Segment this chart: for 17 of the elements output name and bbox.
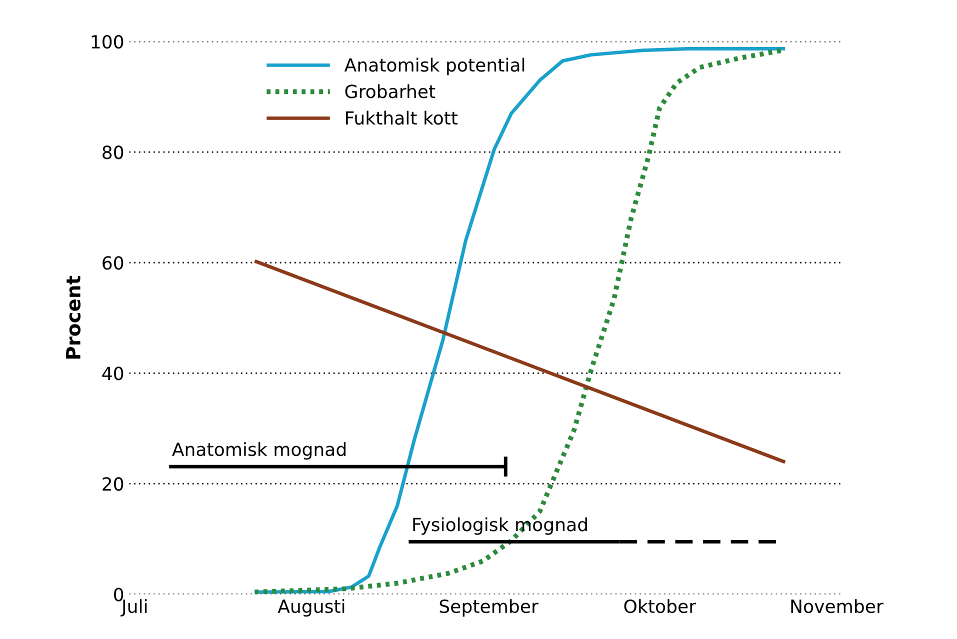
x-tick-label: November	[791, 599, 884, 614]
y-tick-label: 100	[92, 34, 124, 49]
x-tick-label: Augusti	[278, 599, 344, 617]
annotation: Anatomisk mognad	[172, 442, 346, 460]
x-tick-label: September	[440, 599, 538, 617]
legend-label: Grobarhet	[345, 84, 436, 98]
y-tick-label: 60	[102, 256, 124, 270]
annotation: Fysiologisk mognad	[413, 517, 587, 535]
x-tick-label: Juli	[120, 599, 147, 616]
y-tick-label: 20	[102, 477, 124, 491]
y-tick-label: 40	[102, 366, 124, 380]
legend-label: Fukthalt kott	[346, 110, 458, 125]
y-axis-title: Procent	[66, 276, 81, 359]
legend-label: Anatomisk potential	[344, 58, 524, 76]
y-tick-label: 80	[102, 146, 124, 160]
x-tick-label: Oktober	[624, 599, 696, 614]
y-tick-label: 0	[114, 588, 124, 602]
